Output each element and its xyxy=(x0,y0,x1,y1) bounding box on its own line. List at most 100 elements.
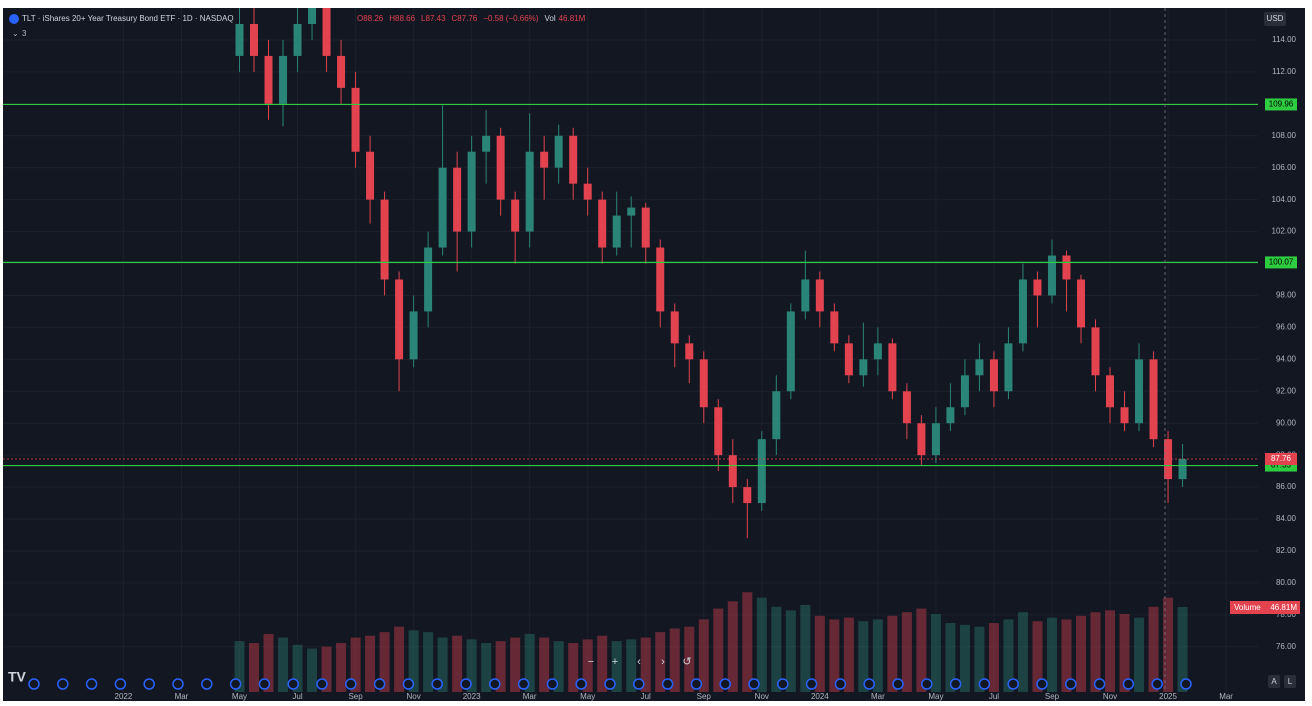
event-marker[interactable] xyxy=(575,678,587,690)
last-price-label: 87.76 xyxy=(1271,454,1292,463)
grid xyxy=(3,8,1258,692)
currency-box[interactable] xyxy=(1264,12,1286,26)
x-tick-label: May xyxy=(928,692,943,701)
scale-button[interactable]: A xyxy=(1271,677,1277,686)
volume-bar xyxy=(872,619,883,692)
toolbar-button[interactable]: ‹ xyxy=(637,656,641,668)
event-marker[interactable] xyxy=(719,678,731,690)
volume-value: 46.81M xyxy=(1270,603,1297,612)
event-marker[interactable] xyxy=(57,678,69,690)
level-label: 109.96 xyxy=(1269,100,1294,109)
x-tick-label: Nov xyxy=(755,692,769,701)
event-marker[interactable] xyxy=(863,678,875,690)
event-marker[interactable] xyxy=(748,678,760,690)
y-tick-label: 102.00 xyxy=(1272,227,1297,236)
indicator-toggle[interactable]: ⌄ xyxy=(12,29,19,38)
event-marker[interactable] xyxy=(1180,678,1192,690)
volume-bar xyxy=(1090,612,1101,692)
event-marker[interactable] xyxy=(1122,678,1135,690)
event-marker[interactable] xyxy=(1007,678,1019,690)
event-marker[interactable] xyxy=(114,678,127,690)
event-marker[interactable] xyxy=(1151,678,1163,690)
y-tick-label: 108.00 xyxy=(1272,131,1297,140)
event-marker[interactable] xyxy=(546,678,559,690)
volume-bar xyxy=(669,628,680,692)
event-marker[interactable] xyxy=(402,678,415,690)
event-marker[interactable] xyxy=(373,678,386,690)
event-marker[interactable] xyxy=(1036,678,1048,690)
y-tick-label: 90.00 xyxy=(1276,418,1297,427)
x-tick-label: Mar xyxy=(523,692,537,701)
level-label-box xyxy=(1265,256,1297,269)
event-marker[interactable] xyxy=(1065,678,1077,690)
y-tick-label: 78.00 xyxy=(1276,610,1297,619)
x-tick-label: Sep xyxy=(1045,692,1060,701)
currency[interactable]: USD xyxy=(1267,14,1284,23)
event-marker[interactable] xyxy=(834,678,847,690)
event-marker[interactable] xyxy=(431,678,443,690)
event-marker[interactable] xyxy=(201,678,213,690)
volume-bar xyxy=(379,632,390,692)
event-marker[interactable] xyxy=(777,678,789,690)
toolbar-button[interactable]: › xyxy=(661,656,665,668)
event-marker[interactable] xyxy=(633,678,645,690)
candle-body xyxy=(641,207,650,248)
y-tick-label: 94.00 xyxy=(1276,354,1297,363)
x-tick-label: 2022 xyxy=(115,692,133,701)
candle-body xyxy=(279,55,288,104)
event-marker[interactable] xyxy=(345,678,357,690)
volume-bar xyxy=(524,633,535,692)
volume-bar xyxy=(684,626,695,692)
info-icon[interactable] xyxy=(9,14,19,24)
volume-bar xyxy=(1134,617,1145,692)
candle-body xyxy=(815,279,824,312)
candle-body xyxy=(583,183,592,200)
event-marker[interactable] xyxy=(690,678,703,690)
event-marker[interactable] xyxy=(28,678,40,690)
event-marker[interactable] xyxy=(316,678,328,690)
event-marker[interactable] xyxy=(949,678,962,690)
event-marker[interactable] xyxy=(172,678,184,690)
scale-button-box[interactable] xyxy=(1268,675,1280,688)
event-marker[interactable] xyxy=(604,678,616,690)
volume-legend: Vol xyxy=(544,14,555,23)
volume-bar xyxy=(336,643,347,692)
x-tick-label: Jul xyxy=(989,692,999,701)
event-marker[interactable] xyxy=(805,678,818,690)
volume-bar xyxy=(930,613,941,692)
event-marker[interactable] xyxy=(517,678,530,690)
volume-bar xyxy=(321,646,332,692)
candle-body xyxy=(743,487,752,504)
ohlc-value: −0.58 (−0.66%) xyxy=(483,14,538,23)
event-marker[interactable] xyxy=(287,678,299,690)
scale-button-box[interactable] xyxy=(1284,675,1296,688)
candle-body xyxy=(482,135,491,152)
event-marker[interactable] xyxy=(85,678,98,690)
event-marker[interactable] xyxy=(460,678,472,690)
y-tick-label: 92.00 xyxy=(1276,386,1297,395)
event-marker[interactable] xyxy=(921,678,933,690)
volume-bar xyxy=(887,615,898,692)
candle-body xyxy=(264,55,273,104)
volume-bar xyxy=(727,601,738,692)
event-marker[interactable] xyxy=(229,678,242,690)
toolbar-button[interactable]: ↺ xyxy=(682,656,691,668)
event-marker[interactable] xyxy=(143,678,155,690)
event-marker[interactable] xyxy=(1093,678,1106,690)
candle-body xyxy=(1033,279,1042,296)
toolbar-button[interactable]: + xyxy=(612,656,618,668)
scale-button[interactable]: L xyxy=(1288,677,1293,686)
indicator-count[interactable]: 3 xyxy=(22,29,27,38)
x-tick-label: 2023 xyxy=(463,692,481,701)
event-marker[interactable] xyxy=(978,678,991,690)
event-marker[interactable] xyxy=(489,678,501,690)
volume-bar xyxy=(1119,613,1130,692)
y-tick-label: 82.00 xyxy=(1276,546,1297,555)
candle-body xyxy=(627,207,636,216)
toolbar-button[interactable]: − xyxy=(588,656,594,668)
volume-label-box xyxy=(1230,601,1300,614)
event-marker[interactable] xyxy=(258,678,271,690)
event-marker[interactable] xyxy=(661,678,674,690)
candle-body xyxy=(1062,255,1071,280)
event-marker[interactable] xyxy=(892,678,904,690)
